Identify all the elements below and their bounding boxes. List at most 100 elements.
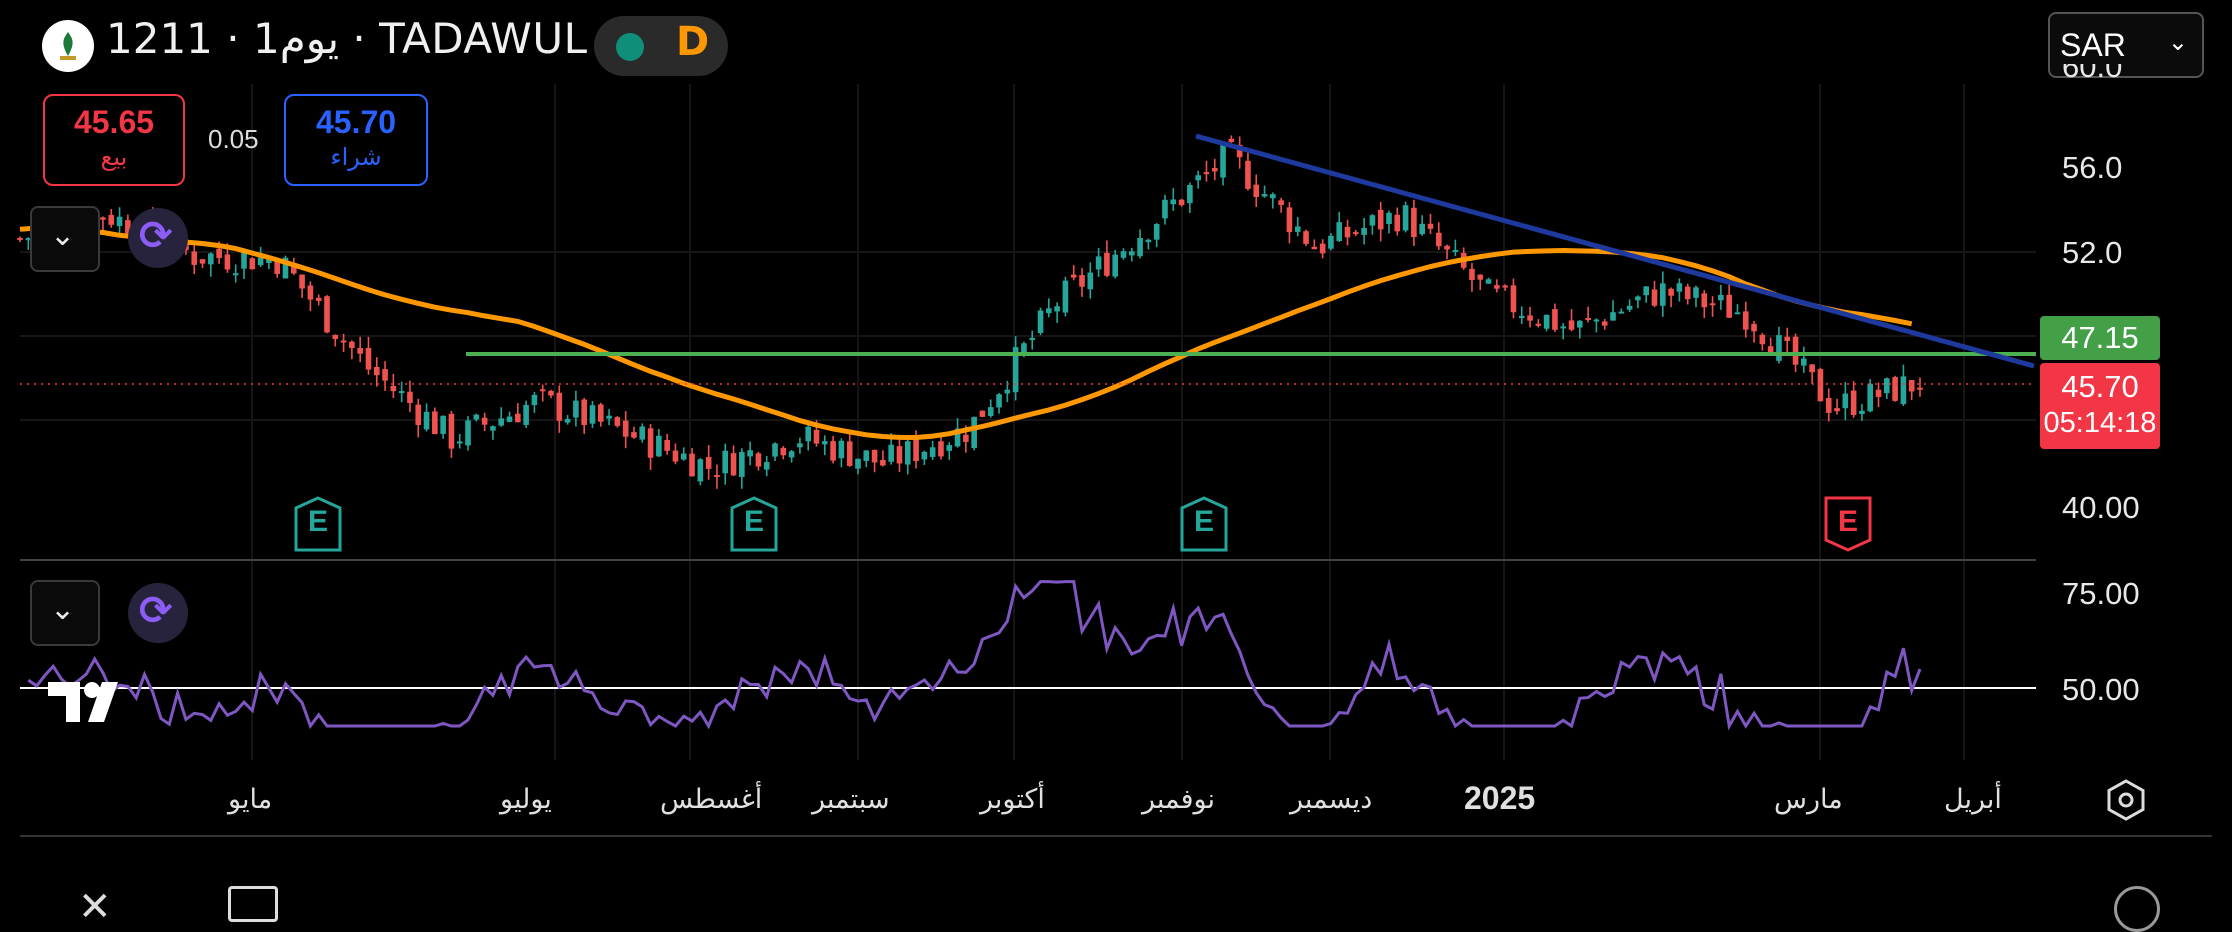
candle-body <box>1369 215 1376 226</box>
candle-body <box>1518 315 1525 318</box>
candle-body <box>1427 223 1434 229</box>
candle-body <box>1394 214 1401 232</box>
title-separator: · <box>212 14 253 63</box>
currency-value: SAR <box>2060 27 2126 63</box>
candle-body <box>871 449 878 463</box>
candle-body <box>506 416 513 422</box>
candle-body <box>1477 274 1484 280</box>
candle-body <box>1751 323 1757 332</box>
candle-body <box>1626 305 1633 310</box>
candle-body <box>340 340 347 343</box>
candle-body <box>290 262 297 274</box>
candle-body <box>1535 323 1542 326</box>
candle-body <box>1236 144 1243 158</box>
earnings-marker-icon[interactable]: E <box>1822 496 1874 552</box>
candle-body <box>1353 232 1359 235</box>
candle-body <box>963 434 969 442</box>
candle-body <box>1220 144 1226 178</box>
candle-body <box>1701 293 1708 308</box>
candle-body <box>722 450 729 474</box>
candle-body <box>17 237 23 240</box>
close-icon[interactable]: ✕ <box>78 884 112 930</box>
candle-body <box>349 341 355 348</box>
candle-body <box>838 440 845 459</box>
candle-body <box>100 217 106 220</box>
candle-body <box>473 414 480 420</box>
candle-body <box>299 274 305 289</box>
candle-body <box>830 441 836 461</box>
candle-body <box>1734 312 1741 315</box>
candle-body <box>656 435 662 457</box>
candle-body <box>1145 239 1152 243</box>
collapse-rsi-legend-button[interactable]: ⌄ <box>30 580 100 646</box>
candle-body <box>324 296 330 333</box>
candlestick-series <box>17 135 1923 489</box>
candle-body <box>1718 294 1724 301</box>
price-axis-tick: 52.0 <box>2062 235 2123 270</box>
candle-body <box>971 416 977 449</box>
candle-body <box>1435 232 1442 247</box>
sell-button[interactable]: 45.65 بيع <box>43 94 185 186</box>
currency-select[interactable]: SAR ⌄ <box>2048 12 2204 78</box>
candle-body <box>1120 251 1127 258</box>
candle-body <box>1128 251 1135 256</box>
candle-body <box>1377 209 1384 230</box>
candle-body <box>1195 175 1201 181</box>
chart-canvas[interactable] <box>0 0 2232 901</box>
candle-body <box>1087 272 1094 290</box>
chart-settings-icon[interactable] <box>2104 778 2148 822</box>
trendline <box>1195 133 2035 369</box>
candle-body <box>1294 226 1301 232</box>
candle-body <box>548 390 554 396</box>
candle-body <box>1809 364 1815 373</box>
candle-body <box>515 413 521 423</box>
support-price-tag: 47.15 <box>2040 316 2160 360</box>
title-separator: · <box>339 14 380 63</box>
candle-body <box>398 391 405 394</box>
data-status-letter: D <box>676 19 710 65</box>
candle-body <box>913 437 919 462</box>
earnings-marker-icon[interactable]: E <box>728 496 780 552</box>
candle-body <box>1245 160 1251 189</box>
symbol-title[interactable]: 1211 · 1يوم · TADAWUL <box>106 14 587 63</box>
avatar[interactable] <box>2114 886 2160 932</box>
earnings-marker-icon[interactable]: E <box>1178 496 1230 552</box>
symbol-logo-icon[interactable] <box>42 20 94 72</box>
candle-body <box>904 441 911 465</box>
candle-body <box>448 413 455 449</box>
candle-body <box>946 445 953 451</box>
candle-body <box>216 248 222 259</box>
candle-body <box>539 389 546 392</box>
candle-body <box>1170 199 1177 205</box>
earnings-marker-icon[interactable]: E <box>292 496 344 552</box>
candle-body <box>1867 383 1874 412</box>
candle-body <box>863 450 870 461</box>
time-axis-label: مارس <box>1774 784 1843 815</box>
candle-body <box>1485 279 1492 284</box>
candle-body <box>1079 275 1085 287</box>
candle-body <box>573 400 579 418</box>
sync-icon[interactable]: ⟳ <box>128 583 188 643</box>
candle-body <box>415 404 422 426</box>
chart-grid <box>20 84 2036 760</box>
candle-body <box>1684 286 1691 300</box>
candle-body <box>1659 283 1666 306</box>
time-axis-label: أبريل <box>1944 784 2002 815</box>
candle-body <box>307 285 314 300</box>
buy-button[interactable]: 45.70 شراء <box>284 94 428 186</box>
candle-body <box>432 411 438 435</box>
collapse-legend-button[interactable]: ⌄ <box>30 206 100 272</box>
candle-body <box>1560 326 1567 329</box>
candle-body <box>1676 283 1683 292</box>
sync-icon[interactable]: ⟳ <box>128 208 188 268</box>
candle-body <box>1444 245 1450 250</box>
candle-body <box>1344 226 1351 238</box>
window-icon[interactable] <box>228 886 278 922</box>
candle-body <box>1502 285 1508 288</box>
candle-body <box>1319 243 1326 254</box>
candle-body <box>1726 294 1732 318</box>
candle-body <box>788 451 795 458</box>
candle-body <box>1153 224 1160 240</box>
candle-body <box>440 415 446 434</box>
candle-body <box>1021 343 1027 354</box>
